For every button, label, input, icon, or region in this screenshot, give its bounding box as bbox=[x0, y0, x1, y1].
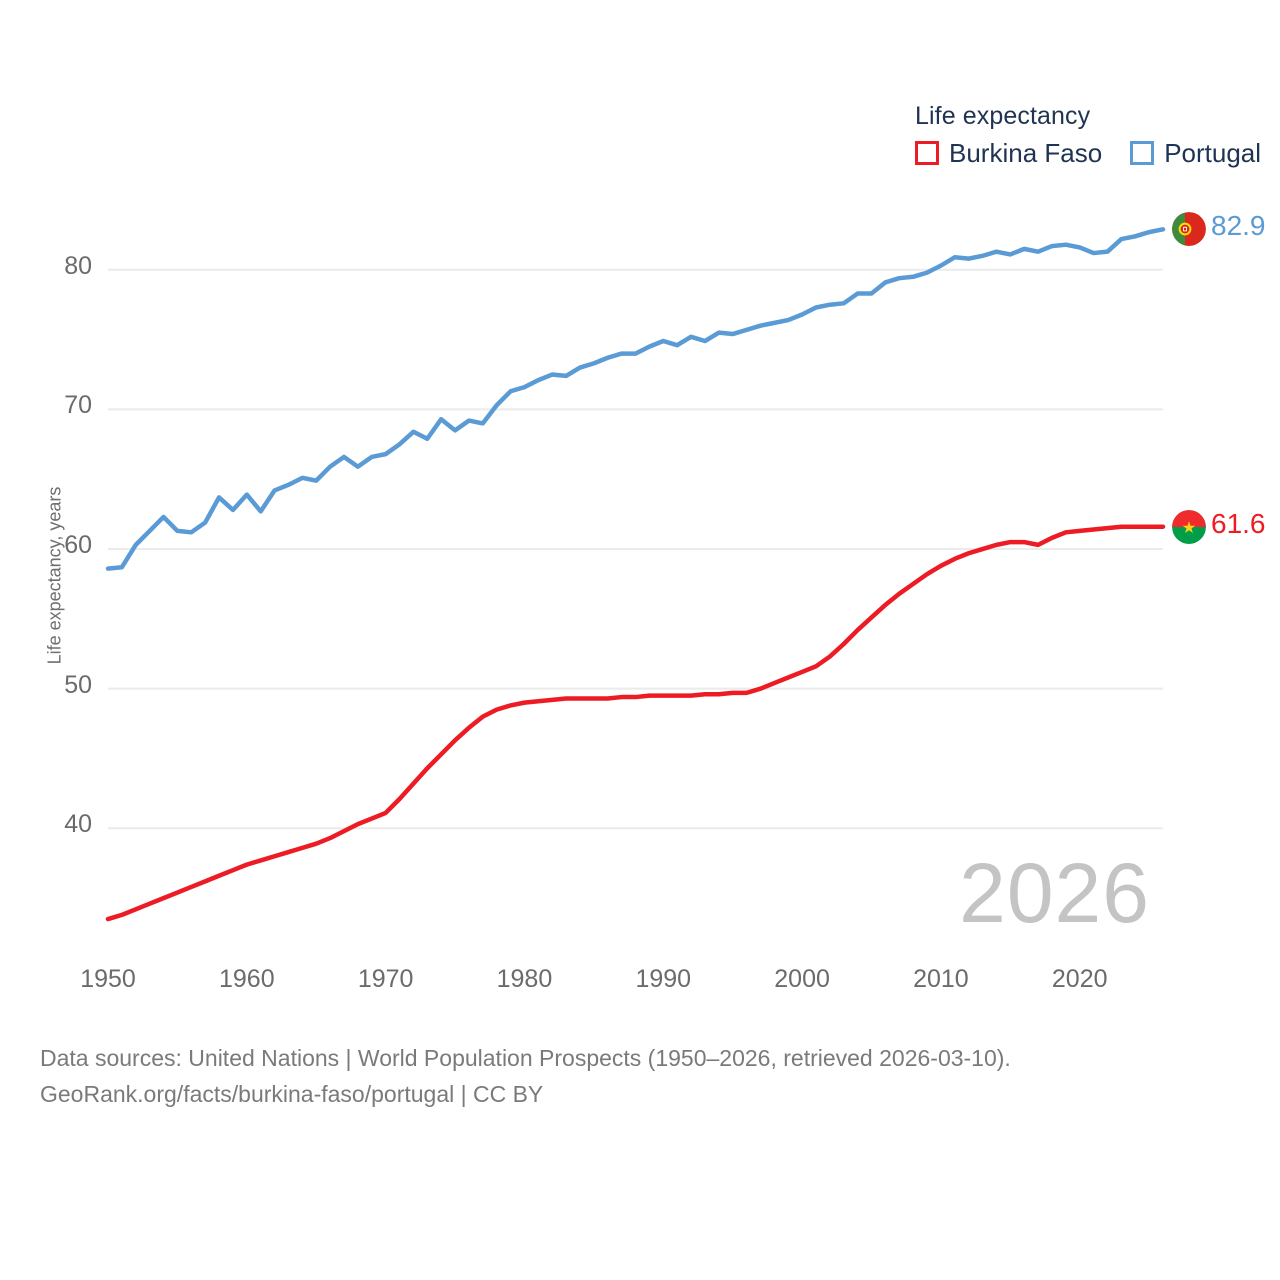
x-tick-2000: 2000 bbox=[774, 965, 830, 993]
legend-label-burkina-faso: Burkina Faso bbox=[949, 138, 1103, 168]
series-line-portugal bbox=[105, 227, 1166, 571]
series-line-burkina-faso bbox=[105, 524, 1166, 922]
footer-line-1: Data sources: United Nations | World Pop… bbox=[40, 1045, 1011, 1071]
x-tick-1980: 1980 bbox=[496, 965, 553, 993]
year-watermark: 2026 bbox=[959, 846, 1150, 940]
portugal-flag-icon bbox=[1172, 212, 1206, 247]
y-tick-80: 80 bbox=[64, 251, 92, 280]
footer-credits: Data sources: United Nations | World Pop… bbox=[40, 1040, 1011, 1113]
x-tick-2010: 2010 bbox=[913, 965, 969, 993]
y-tick-70: 70 bbox=[64, 391, 92, 420]
footer-line-2: GeoRank.org/facts/burkina-faso/portugal … bbox=[40, 1081, 544, 1108]
burkina-faso-flag-icon bbox=[1172, 509, 1206, 544]
legend-title: Life expectancy bbox=[915, 102, 1091, 130]
x-tick-1960: 1960 bbox=[219, 965, 275, 993]
legend-item-burkina-faso[interactable]: Burkina Faso bbox=[915, 140, 1102, 166]
x-tick-1990: 1990 bbox=[635, 965, 692, 993]
legend-label-portugal: Portugal bbox=[1164, 138, 1262, 168]
x-tick-2020: 2020 bbox=[1051, 965, 1108, 993]
legend-swatch-portugal bbox=[1130, 141, 1155, 165]
series-lines bbox=[105, 227, 1166, 922]
legend-swatch-burkina-faso bbox=[915, 141, 939, 165]
y-tick-50: 50 bbox=[64, 670, 92, 699]
legend-item-portugal[interactable]: Portugal bbox=[1130, 140, 1261, 166]
y-tick-40: 40 bbox=[64, 810, 92, 839]
legend: Burkina Faso Portugal bbox=[915, 140, 1261, 166]
x-tick-1970: 1970 bbox=[357, 965, 414, 993]
portugal-value-label: 82.9 bbox=[1211, 210, 1266, 242]
burkina-faso-value-label: 61.6 bbox=[1211, 507, 1266, 539]
y-tick-60: 60 bbox=[64, 531, 92, 560]
x-tick-1950: 1950 bbox=[80, 965, 136, 993]
